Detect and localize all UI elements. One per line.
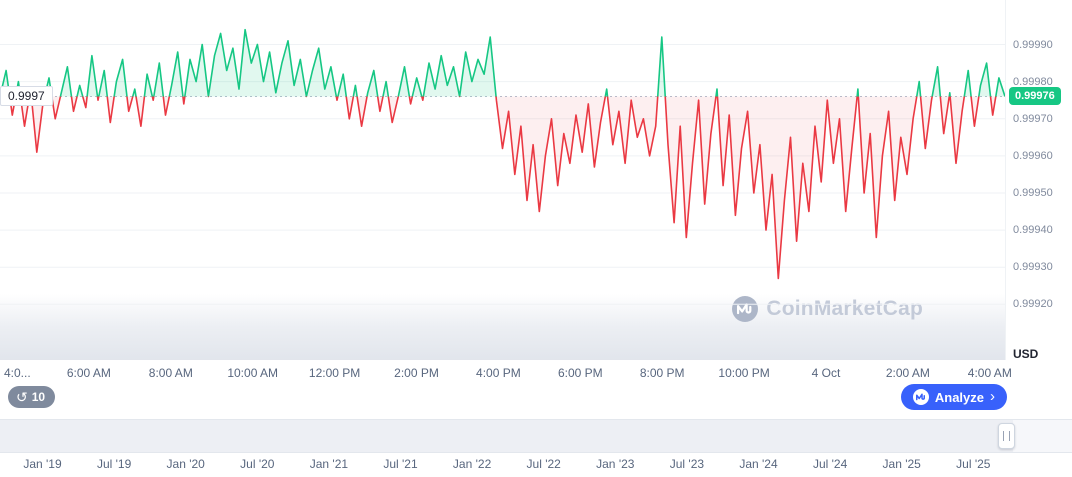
range-handle[interactable] — [998, 423, 1015, 449]
date-axis-label: Jul '20 — [240, 457, 275, 471]
date-axis-label: Jul '22 — [526, 457, 561, 471]
price-line-down — [0, 96, 1005, 280]
time-axis-label: 4:00 AM — [967, 366, 1012, 380]
date-axis-label: Jan '19 — [23, 457, 62, 471]
date-axis-label: Jan '21 — [309, 457, 349, 471]
left-price-label: 0.9997 — [0, 86, 53, 107]
y-axis-tick: 0.99960 — [1013, 149, 1053, 162]
date-axis-label: Jan '20 — [166, 457, 205, 471]
date-axis-label: Jan '23 — [596, 457, 635, 471]
time-axis-label: 6:00 AM — [66, 366, 111, 380]
history-button[interactable]: ↺ 10 — [8, 386, 56, 408]
time-axis-label: 12:00 PM — [308, 366, 361, 380]
time-axis-label: 10:00 PM — [718, 366, 770, 380]
date-axis-label: Jan '25 — [882, 457, 921, 471]
volume-band — [0, 294, 1005, 360]
date-axis: Jan '19 Jul '19 Jan '20 Jul '20 Jan '21 Jul '… — [0, 457, 1072, 473]
date-axis-label: Jul '23 — [669, 457, 705, 471]
price-axis: 0.99976 USD 0.99990 0.99980 0.99970 0.99960… — [1005, 0, 1072, 361]
y-axis-tick: 0.99950 — [1013, 186, 1053, 199]
y-axis-tick: 0.99920 — [1013, 298, 1053, 311]
price-chart-svg — [0, 28, 1005, 305]
range-unselected-area — [1013, 420, 1072, 452]
time-axis-label: 6:00 PM — [557, 366, 603, 380]
date-axis-label: Jul '21 — [383, 457, 418, 471]
y-axis-tick: 0.99970 — [1013, 112, 1053, 125]
time-axis-label: 8:00 PM — [639, 366, 685, 380]
date-axis-label: Jul '19 — [96, 457, 132, 471]
time-axis: 4:0... 6:00 AM 8:00 AM 10:00 AM 12:00 PM 2:00… — [0, 366, 1012, 384]
history-icon: ↺ — [16, 389, 28, 405]
current-price-badge: 0.99976 — [1009, 87, 1061, 106]
date-axis-label: Jan '22 — [452, 457, 492, 471]
time-axis-label: 8:00 AM — [148, 366, 193, 380]
time-axis-label: 10:00 AM — [227, 366, 279, 380]
watermark-text: CoinMarketCap — [766, 297, 923, 320]
y-axis-tick: 0.99990 — [1013, 38, 1053, 51]
analyze-label: Analyze — [934, 389, 984, 405]
area-fill-up — [0, 29, 1005, 97]
y-axis-tick: 0.99980 — [1013, 75, 1053, 88]
time-axis-label: 2:00 PM — [394, 366, 439, 380]
time-axis-label: 4:0... — [4, 366, 31, 380]
coinmarketcap-mini-icon — [912, 389, 929, 405]
time-axis-label: 2:00 AM — [885, 366, 930, 380]
y-axis-tick: 0.99930 — [1013, 261, 1053, 274]
analyze-button[interactable]: Analyze › — [900, 384, 1007, 410]
time-axis-label: 4:00 PM — [476, 366, 521, 380]
date-axis-label: Jul '25 — [956, 457, 991, 471]
date-axis-label: Jan '24 — [739, 457, 778, 471]
y-axis-tick: 0.99940 — [1013, 224, 1053, 237]
history-count: 10 — [31, 390, 46, 404]
price-chart-plot[interactable]: CoinMarketCap 0.9997 — [0, 0, 1005, 360]
coinmarketcap-logo-icon — [732, 296, 759, 322]
range-slider[interactable] — [0, 419, 1072, 453]
price-line-up — [0, 28, 1005, 97]
date-axis-label: Jul '24 — [812, 457, 848, 471]
grip-icon — [1003, 431, 1010, 441]
currency-label: USD — [1013, 347, 1039, 361]
chevron-right-icon: › — [990, 388, 995, 405]
watermark: CoinMarketCap — [732, 296, 923, 322]
time-axis-label: 4 Oct — [811, 366, 841, 380]
area-fill-down — [0, 96, 1005, 279]
